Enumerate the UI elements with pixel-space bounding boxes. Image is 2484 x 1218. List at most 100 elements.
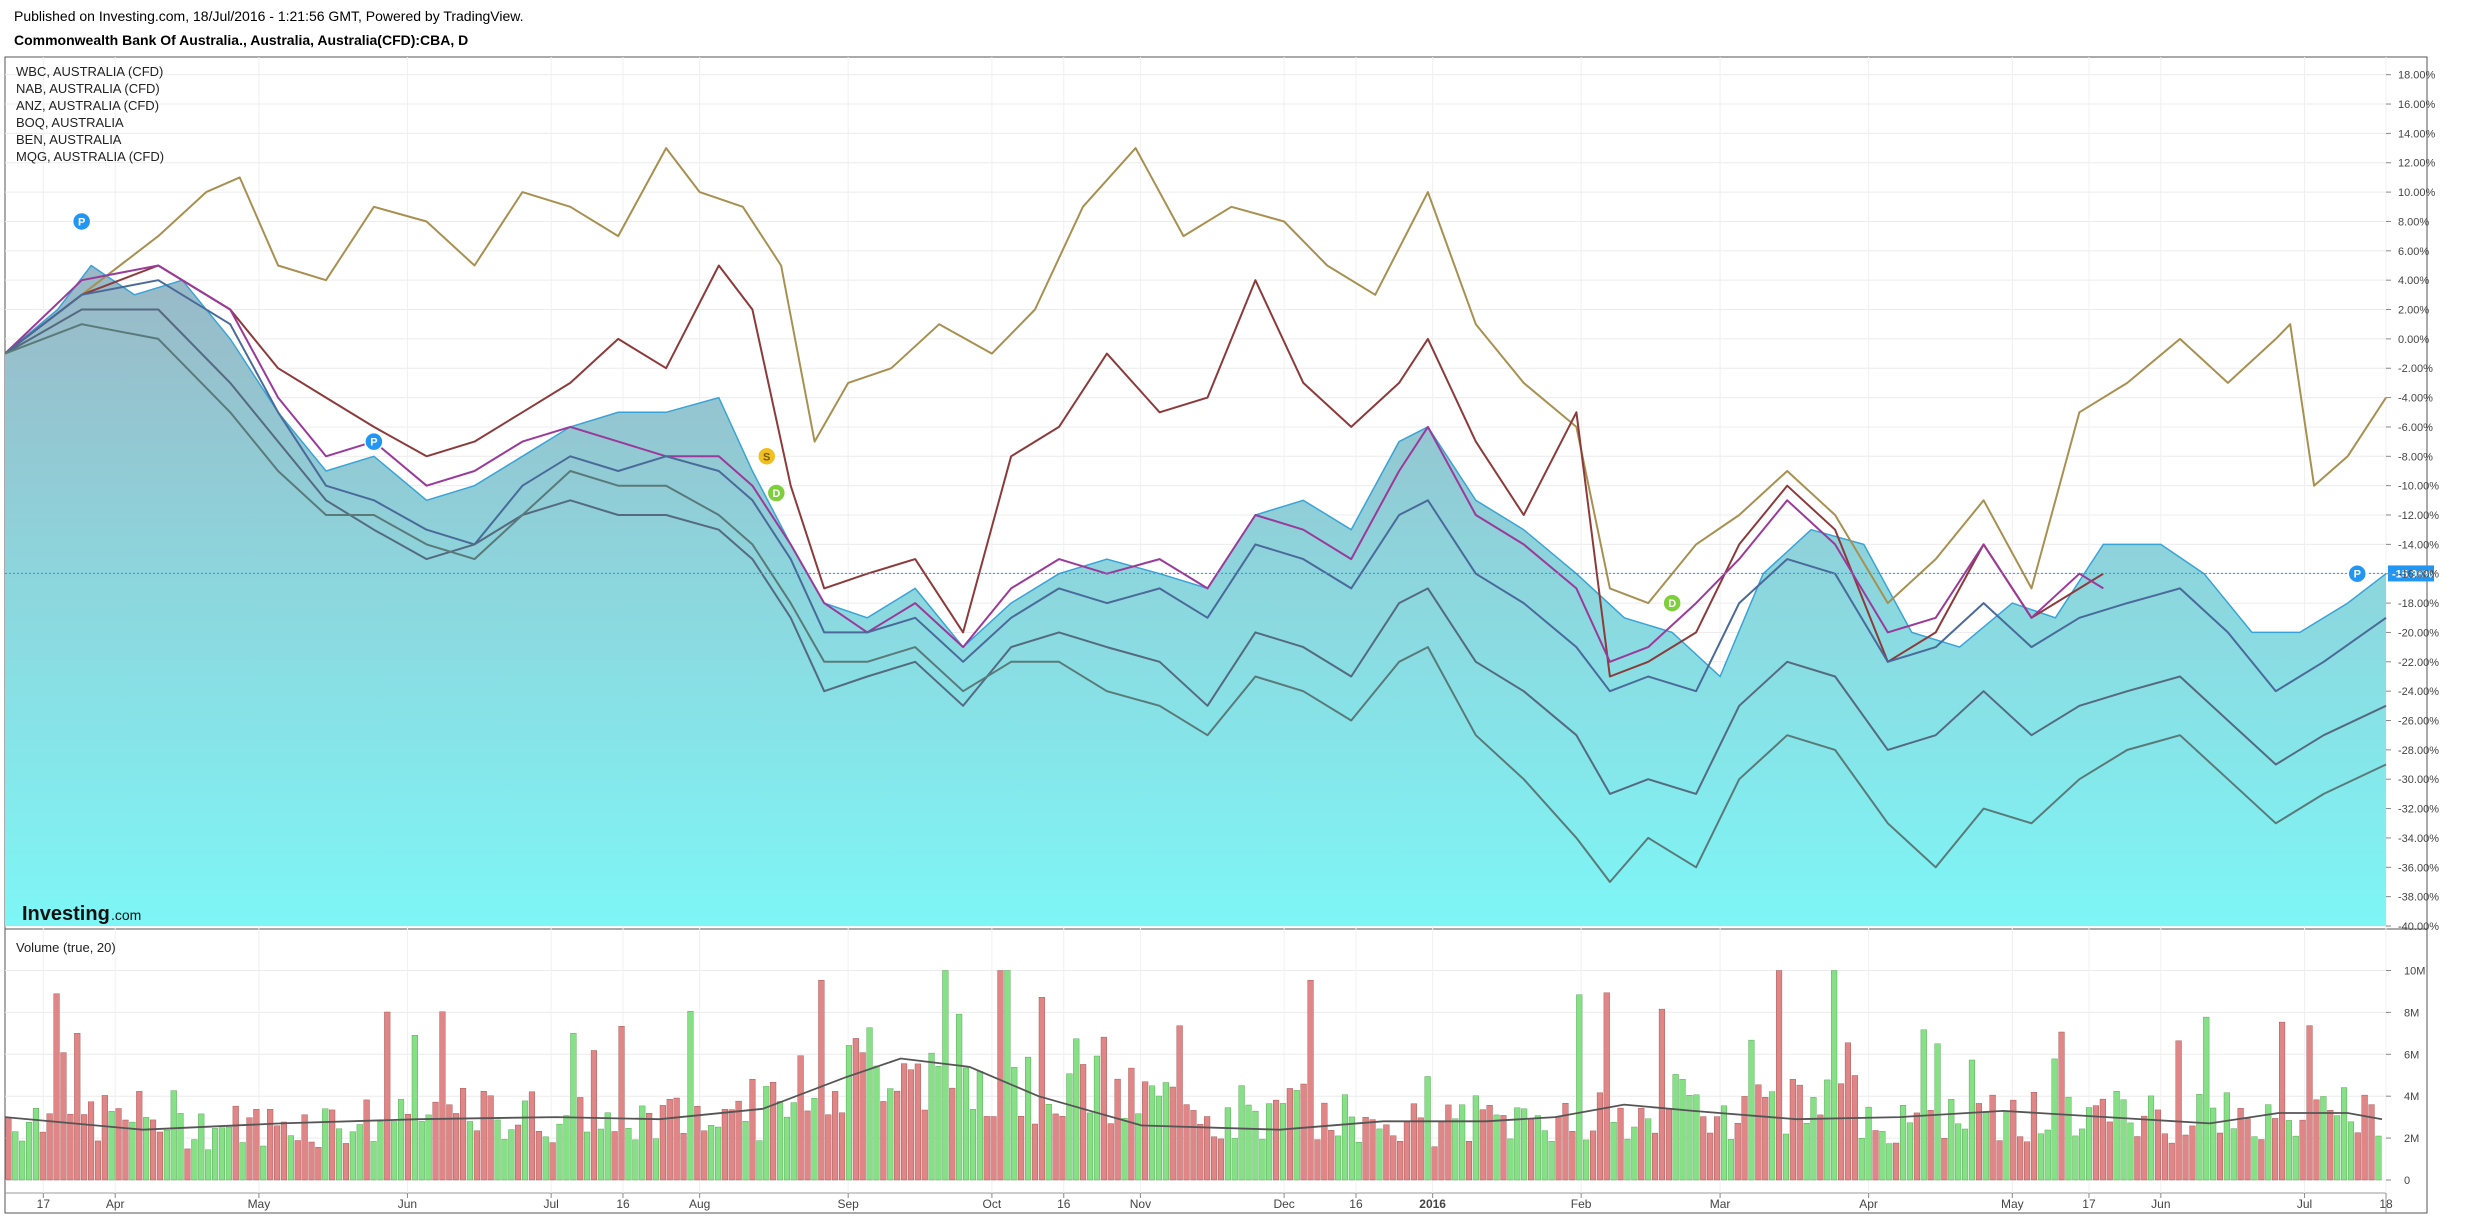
volume-bar [2092,1105,2100,1181]
series-line-6 [4,323,2387,883]
volume-bar [1197,1124,1204,1181]
event-marker[interactable]: P [364,431,384,452]
volume-bar [1955,1123,1962,1181]
volume-bar [584,1131,591,1181]
volume-bar [1796,1084,1803,1181]
volume-bar [260,1145,267,1181]
volume-bar [2154,1109,2162,1181]
volume-bar [1148,1085,1156,1181]
volume-bar [1183,1104,1190,1181]
volume-bar [2030,1091,2037,1181]
volume-bar [2161,1133,2168,1181]
volume-bar [398,1099,405,1181]
volume-title: Volume (true, 20) [16,940,116,955]
volume-bar [2141,1115,2148,1181]
volume-bar [1968,1059,1975,1181]
volume-bar [225,1126,232,1181]
volume-bar [308,1141,315,1181]
series-line-2 [4,264,2104,678]
volume-bar [990,1116,997,1181]
event-marker-dot [2347,563,2368,584]
volume-bar [81,1114,88,1181]
volume-bar [873,1065,880,1181]
volume-bar [590,1050,597,1181]
event-marker[interactable]: D [1662,593,1682,613]
volume-bar [715,1126,722,1181]
event-marker-dot [364,431,384,452]
volume-bar [2285,1120,2292,1181]
event-marker[interactable]: P [71,211,92,232]
volume-bar [2134,1136,2141,1181]
volume-bar [1755,1084,1762,1181]
event-marker[interactable]: S [756,446,777,467]
volume-bar [2272,1118,2279,1181]
volume-bar [46,1113,53,1181]
volume-tick-label: 0 [2404,1175,2410,1187]
volume-bar [687,1011,694,1181]
volume-bar [1348,1116,1355,1181]
volume-bar [976,1071,983,1181]
volume-bar [2023,1141,2031,1181]
volume-bar [2099,1098,2106,1181]
volume-bar [404,1113,412,1181]
volume-bar [1376,1128,1383,1181]
volume-bar [556,1123,563,1181]
volume-bar [1459,1104,1466,1181]
volume-bar [1038,997,1045,1181]
y-tick-label: -6.00% [2398,422,2433,434]
volume-bar [287,1135,294,1181]
volume-bar [363,1099,370,1181]
volume-bar [1562,1102,1569,1181]
volume-bar [1651,1132,1659,1181]
volume-bar [1527,1118,1535,1181]
volume-bar [2320,1096,2327,1181]
volume-bar [1465,1140,1472,1181]
volume-bar [1941,1137,1948,1181]
y-tick-label: -18.00% [2398,598,2439,610]
volume-bar [74,1032,81,1181]
event-marker[interactable]: P [2347,563,2368,584]
y-tick-label: -10.00% [2398,481,2439,493]
event-marker[interactable]: D [766,483,787,503]
volume-bar [1362,1116,1369,1181]
volume-bar [811,1097,818,1181]
volume-bar [1734,1122,1741,1181]
volume-bar [508,1129,515,1181]
volume-bar [1204,1116,1211,1181]
event-marker-label: D [772,488,780,500]
volume-bar [2334,1115,2341,1181]
y-tick-label: 14.00% [2398,128,2436,140]
volume-bar [1713,1116,1721,1181]
volume-bar [1893,1142,1900,1181]
volume-bar [604,1112,611,1181]
x-tick-label: Aug [689,1197,710,1211]
volume-bar [949,1087,956,1181]
volume-bar [67,1114,74,1181]
volume-bar [177,1113,184,1181]
volume-bar [136,1091,143,1181]
volume-bar [1417,1117,1424,1181]
volume-bar [2106,1121,2113,1181]
volume-ma-line [4,1057,2383,1131]
volume-bar [370,1141,377,1181]
volume-bar [1383,1124,1390,1181]
y-tick-label: -32.00% [2398,804,2439,816]
volume-bar [246,1117,253,1181]
marker-layer[interactable]: P P S D D P [71,211,2368,613]
volume-bar [2175,1040,2182,1181]
volume-bar [1107,1123,1114,1181]
event-marker-label: S [763,451,770,463]
volume-bar [115,1108,122,1181]
x-tick-label: Jun [398,1197,417,1211]
x-tick-label: May [2001,1197,2024,1211]
volume-bar [2265,1104,2272,1181]
volume-bar [1328,1130,1335,1181]
volume-bar [1906,1122,1913,1181]
volume-bar [1631,1126,1638,1181]
volume-bar [1920,1029,1927,1181]
volume-bar [1403,1120,1410,1181]
volume-bar [1500,1115,1507,1181]
volume-bar [1948,1099,1955,1181]
volume-bar [32,1107,39,1181]
